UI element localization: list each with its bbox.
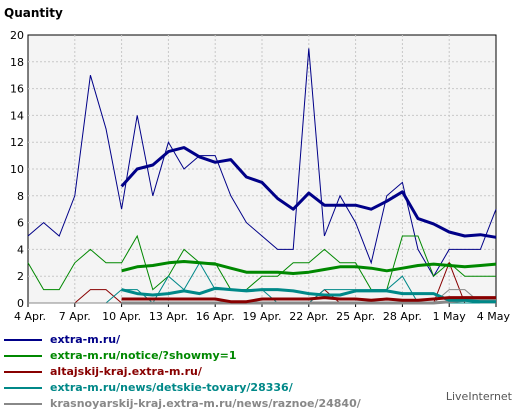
y-axis-title: Quantity xyxy=(4,6,63,20)
legend-item: extra-m.ru/ xyxy=(4,333,384,347)
legend-swatch xyxy=(4,339,42,341)
legend-label: extra-m.ru/notice/?showmy=1 xyxy=(50,349,237,362)
legend-swatch xyxy=(4,355,42,357)
grid-lines xyxy=(28,35,496,303)
x-tick-labels: 4 Apr. 7 Apr. 10 Apr. 13 Apr. 16 Apr. 19 Apr.… xyxy=(14,303,510,323)
y-tick-label: 8 xyxy=(17,190,24,203)
legend-item: extra-m.ru/news/detskie-tovary/28336/ xyxy=(4,381,384,395)
series-average-line xyxy=(121,260,497,275)
x-tick-label: 28 Apr. xyxy=(383,310,422,323)
y-tick-label: 4 xyxy=(17,243,24,256)
legend-swatch xyxy=(4,403,42,405)
series-average-line xyxy=(121,296,496,304)
legend-label: extra-m.ru/ xyxy=(50,333,121,346)
legend-label: krasnoyarskij-kraj.extra-m.ru/news/razno… xyxy=(50,397,361,410)
series-line xyxy=(27,234,496,291)
x-tick-label: 10 Apr. xyxy=(102,310,141,323)
y-tick-label: 10 xyxy=(10,163,24,176)
y-tick-label: 2 xyxy=(17,270,24,283)
legend-swatch xyxy=(4,371,42,373)
x-tick-label: 13 Apr. xyxy=(149,310,188,323)
legend-label: altajskij-kraj.extra-m.ru/ xyxy=(50,365,202,378)
x-tick-label: 4 May xyxy=(477,310,511,323)
series-line xyxy=(27,48,497,278)
y-tick-label: 12 xyxy=(10,136,24,149)
legend-item: altajskij-kraj.extra-m.ru/ xyxy=(4,365,384,379)
y-tick-label: 0 xyxy=(17,297,24,310)
x-tick-label: 1 May xyxy=(433,310,467,323)
x-tick-label: 7 Apr. xyxy=(59,310,91,323)
legend: extra-m.ru/ extra-m.ru/notice/?showmy=1 … xyxy=(4,333,384,413)
y-tick-label: 6 xyxy=(17,217,24,230)
series-lines xyxy=(27,48,497,305)
y-tick-label: 18 xyxy=(10,56,24,69)
line-chart: Quantity 0 2 4 6 8 10 12 14 16 18 20 4 Apr. 7 Apr. 1… xyxy=(4,6,510,323)
series-average-line xyxy=(121,298,496,305)
x-tick-label: 4 Apr. xyxy=(14,310,46,323)
x-tick-label: 22 Apr. xyxy=(289,310,328,323)
x-tick-label: 25 Apr. xyxy=(336,310,375,323)
y-tick-label: 14 xyxy=(10,109,24,122)
y-tick-labels: 0 2 4 6 8 10 12 14 16 18 20 xyxy=(10,29,24,310)
x-tick-label: 19 Apr. xyxy=(242,310,281,323)
legend-item: krasnoyarskij-kraj.extra-m.ru/news/razno… xyxy=(4,397,384,411)
series-average-line xyxy=(120,146,497,239)
y-tick-label: 16 xyxy=(10,83,24,96)
watermark: LiveInternet xyxy=(445,390,512,403)
legend-label: extra-m.ru/news/detskie-tovary/28336/ xyxy=(50,381,293,394)
y-tick-label: 20 xyxy=(10,29,24,42)
series-average-line xyxy=(121,286,496,304)
x-tick-label: 16 Apr. xyxy=(196,310,235,323)
legend-item: extra-m.ru/notice/?showmy=1 xyxy=(4,349,384,363)
legend-swatch xyxy=(4,387,42,389)
